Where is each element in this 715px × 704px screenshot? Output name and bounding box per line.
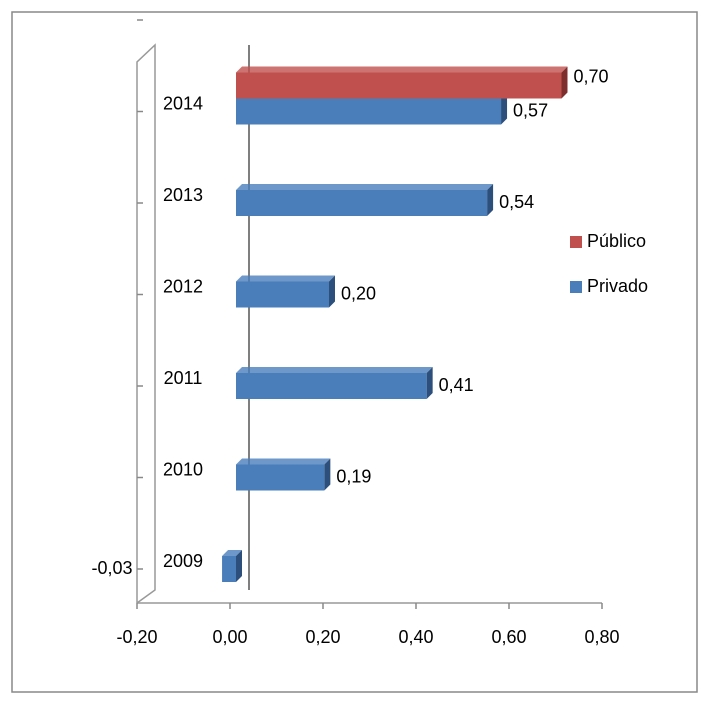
bar	[236, 373, 427, 399]
bar	[236, 98, 502, 125]
bar-side	[329, 275, 335, 308]
y-tick-label: 2012	[163, 276, 203, 296]
bar-side	[426, 367, 433, 399]
bar-side	[487, 184, 494, 216]
bar-side	[236, 550, 242, 582]
legend-label: Público	[587, 231, 646, 251]
value-label: 0,54	[499, 192, 534, 212]
bar	[236, 190, 488, 216]
bar-side	[561, 66, 568, 99]
chart-frame	[11, 11, 698, 693]
legend-swatch	[570, 281, 582, 293]
bar-top	[236, 275, 335, 282]
value-label: 0,19	[336, 466, 371, 486]
value-label: 0,57	[513, 100, 548, 120]
bar	[236, 464, 325, 491]
y-tick-label: 2010	[163, 459, 203, 479]
bar-top	[236, 367, 433, 373]
bar-top	[236, 66, 568, 73]
x-tick-label: 0,00	[212, 627, 247, 647]
x-tick-label: 0,20	[305, 627, 340, 647]
value-label: 0,20	[341, 283, 376, 303]
y-tick-label: 2013	[163, 185, 203, 205]
value-label: -0,03	[91, 558, 132, 578]
y-tick-label: 2009	[163, 551, 203, 571]
value-label: 0,70	[574, 66, 609, 86]
y-tick-label: 2011	[164, 368, 203, 388]
value-label: 0,41	[439, 375, 474, 395]
bar	[222, 556, 236, 582]
x-tick-label: 0,80	[584, 627, 619, 647]
legend-label: Privado	[587, 276, 648, 296]
back-wall	[136, 43, 602, 604]
x-tick-label: 0,40	[398, 627, 433, 647]
bar-side	[324, 458, 331, 491]
x-tick-label: -0,20	[116, 627, 157, 647]
bar-side	[501, 92, 508, 125]
bar-top	[222, 550, 242, 556]
bar-top	[236, 184, 494, 190]
legend-swatch	[570, 236, 582, 248]
bar	[236, 72, 562, 99]
bar-top	[236, 458, 331, 465]
bar	[236, 281, 329, 308]
y-tick-label: 2014	[163, 93, 203, 113]
x-tick-label: 0,60	[491, 627, 526, 647]
